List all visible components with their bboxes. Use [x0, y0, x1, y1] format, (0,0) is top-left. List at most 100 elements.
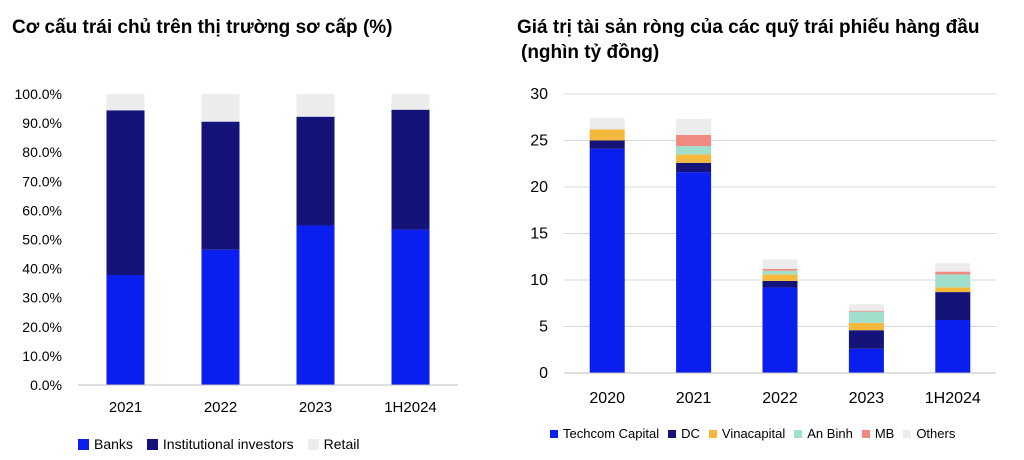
right-chart-panel: Giá trị tài sản ròng của các quỹ trái ph…	[500, 0, 1024, 460]
right-chart-svg: 0 5 10 15 20 25 30 2020 2021 2022 2023 1H2024	[530, 86, 996, 407]
bar-segment-mb-2021	[676, 134, 712, 147]
bar-segment-others-2020	[589, 118, 625, 130]
left-chart-legend: Banks Institutional investors Retail	[78, 436, 373, 452]
legend-item-dc: DC	[668, 426, 700, 441]
bar-segment-dc-2022	[762, 280, 798, 288]
x-tick-label: 2022	[204, 399, 237, 416]
bar-segment-others-2021	[676, 119, 712, 135]
y-tick-label: 5	[539, 319, 548, 336]
bar-segment-mb-2023	[848, 310, 884, 312]
legend-item-techcom-capital: Techcom Capital	[550, 426, 659, 441]
bar-segment-others-2023	[848, 304, 884, 311]
y-tick-label: 0	[539, 365, 548, 382]
bar-segment-dc-2023	[848, 330, 884, 349]
legend-item-others: Others	[903, 426, 955, 441]
x-tick-label: 2021	[109, 399, 142, 416]
bar-segment-techcom-capital-1h2024	[935, 319, 971, 373]
y-tick-label: 40.0%	[22, 261, 62, 277]
legend-label: MB	[874, 426, 895, 441]
y-tick-label: 25	[530, 133, 548, 150]
legend-swatch	[78, 438, 89, 450]
y-tick-label: 100.0%	[15, 86, 62, 102]
bar-segment-techcom-capital-2020	[589, 148, 625, 373]
legend-label: Others	[916, 426, 956, 441]
bar-segment-retail-2021	[106, 94, 145, 111]
y-tick-label: 50.0%	[22, 232, 62, 248]
legend-item-banks: Banks	[78, 436, 133, 452]
bar-segment-vinacapital-2021	[676, 154, 712, 163]
legend-label: Banks	[94, 436, 133, 452]
bar-segment-others-1h2024	[935, 263, 971, 272]
bar-segment-retail-2023	[296, 94, 335, 117]
y-tick-label: 30.0%	[22, 290, 62, 306]
legend-label: DC	[681, 426, 700, 441]
legend-swatch	[794, 429, 803, 438]
legend-swatch	[903, 429, 912, 438]
x-tick-label: 2023	[299, 399, 332, 416]
y-tick-label: 10	[530, 272, 548, 289]
x-tick-label: 1H2024	[925, 390, 981, 407]
y-tick-label: 10.0%	[22, 348, 62, 364]
legend-item-retail: Retail	[307, 436, 360, 452]
y-tick-label: 20	[530, 179, 548, 196]
right-chart-title: Giá trị tài sản ròng của các quỹ trái ph…	[517, 17, 980, 38]
left-chart-svg: 0.0% 10.0% 20.0% 30.0% 40.0% 50.0% 60.0% 70.0% 8…	[15, 86, 458, 416]
bar-segment-mb-2022	[762, 268, 798, 271]
legend-swatch	[708, 429, 717, 438]
bar-segment-institutional-investors-1h2024	[391, 109, 430, 230]
x-tick-label: 2023	[849, 390, 885, 407]
x-tick-label: 2022	[762, 390, 798, 407]
bar-segment-an-binh-1h2024	[935, 274, 971, 288]
bar-segment-institutional-investors-2021	[106, 110, 145, 276]
bar-segment-banks-1h2024	[391, 229, 430, 385]
bar-segment-banks-2021	[106, 275, 145, 385]
y-tick-label: 60.0%	[22, 202, 62, 218]
bar-segment-an-binh-2023	[848, 311, 884, 323]
legend-swatch	[668, 429, 677, 438]
legend-swatch	[307, 438, 319, 450]
legend-swatch	[146, 438, 158, 450]
bar-segment-an-binh-2022	[762, 270, 798, 275]
y-tick-label: 0.0%	[30, 377, 62, 393]
bar-segment-dc-2020	[589, 140, 625, 149]
bar-segment-dc-2021	[676, 162, 712, 173]
bar-segment-techcom-capital-2022	[762, 287, 798, 373]
bar-segment-retail-2022	[201, 94, 240, 122]
y-tick-label: 90.0%	[22, 115, 62, 131]
bar-segment-vinacapital-2023	[848, 322, 884, 331]
bar-segment-techcom-capital-2023	[848, 348, 884, 373]
bar-segment-others-2022	[762, 259, 798, 269]
legend-item-an-binh: An Binh	[794, 426, 853, 441]
y-tick-label: 20.0%	[22, 319, 62, 335]
legend-swatch	[550, 429, 558, 438]
y-tick-label: 30	[530, 86, 548, 103]
bar-segment-institutional-investors-2023	[296, 116, 335, 226]
right-chart-legend: Techcom Capital DC Vinacapital An Binh MB Oth…	[550, 426, 964, 441]
bar-segment-retail-1h2024	[391, 94, 430, 110]
bar-segment-vinacapital-2022	[762, 274, 798, 281]
right-chart-subtitle: (nghìn tỷ đồng)	[521, 42, 660, 63]
legend-label: Institutional investors	[162, 436, 294, 452]
legend-label: An Binh	[807, 426, 853, 441]
legend-item-mb: MB	[861, 426, 895, 441]
legend-swatch	[861, 429, 870, 438]
bar-segment-dc-1h2024	[935, 292, 971, 320]
legend-label: Techcom Capital	[563, 426, 660, 441]
bar-segment-vinacapital-2020	[589, 129, 625, 141]
x-tick-label: 2020	[589, 390, 625, 407]
bar-segment-techcom-capital-2021	[676, 172, 712, 373]
legend-label: Retail	[323, 436, 360, 452]
bar-segment-mb-1h2024	[935, 271, 971, 275]
x-tick-label: 1H2024	[384, 399, 437, 416]
bar-segment-an-binh-2021	[676, 146, 712, 155]
bar-segment-banks-2022	[201, 249, 240, 385]
x-tick-label: 2021	[676, 390, 712, 407]
bar-segment-banks-2023	[296, 225, 335, 385]
legend-label: Vinacapital	[721, 426, 786, 441]
left-chart-panel: Cơ cấu trái chủ trên thị trường sơ cấp (…	[0, 0, 500, 460]
bar-segment-vinacapital-1h2024	[935, 287, 971, 293]
bar-segment-institutional-investors-2022	[201, 121, 240, 250]
y-tick-label: 70.0%	[22, 173, 62, 189]
left-chart-title: Cơ cấu trái chủ trên thị trường sơ cấp (…	[12, 17, 393, 38]
y-tick-label: 80.0%	[22, 144, 62, 160]
